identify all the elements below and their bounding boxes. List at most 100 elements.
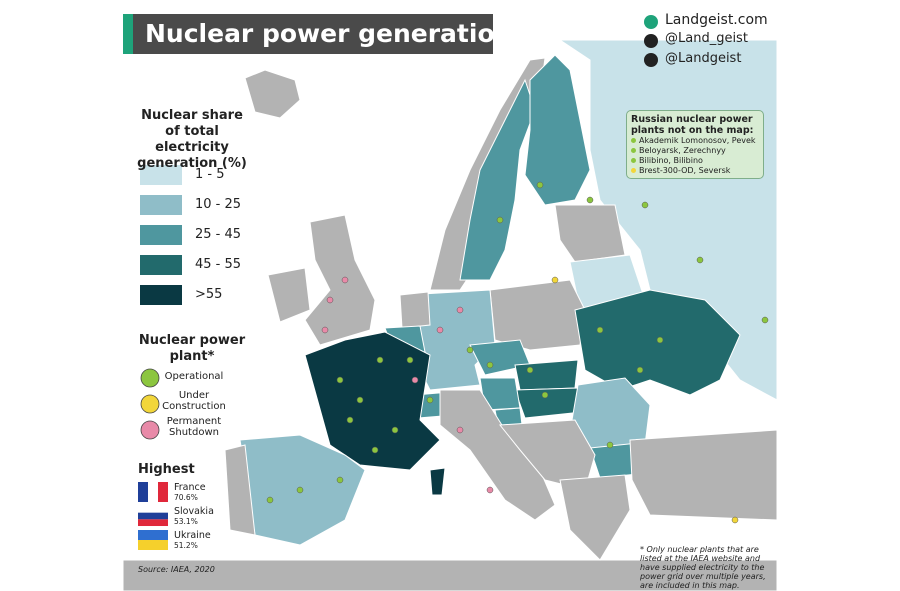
social-icon [644,15,658,29]
legend-label: 45 - 55 [195,257,242,272]
title: Nuclear power generation [145,19,513,48]
plant-dot [376,356,384,364]
plant-dot [696,256,704,264]
instagram: @Land_geist [665,31,748,46]
social-icon [644,34,658,48]
footnote: * Only nuclear plants that are listed at… [640,545,766,590]
plant-dot [326,296,334,304]
russia-item: Brest-300-OD, Seversk [631,166,759,176]
highest-value: 53.1% [174,517,198,526]
russia-item: Beloyarsk, Zerechnyy [631,146,759,156]
plant-dot [466,346,474,354]
country [574,289,741,396]
plant-dot [761,316,769,324]
flag-part [138,540,168,550]
plant-dot [486,486,494,494]
russia-dot [631,158,636,163]
plant-dot [411,376,419,384]
plant-dot [606,441,614,449]
plant-label: Permanent Shutdown [166,416,222,438]
plant-dot [436,326,444,334]
russia-dot [631,168,636,173]
plant-icon [140,420,160,440]
plant-dot [636,366,644,374]
russia-dot [631,138,636,143]
plant-dot [391,426,399,434]
plant-dot [336,476,344,484]
flag-part [138,512,168,520]
country [267,267,311,323]
plant-dot [551,276,559,284]
russia-name: Bilibino, Bilibino [639,156,703,165]
plant-dot [486,361,494,369]
plant-icon [140,394,160,414]
legend-swatch [140,195,182,215]
russia-box-title: Russian nuclear power plants not on the … [631,114,754,136]
highest-value: 51.2% [174,541,198,550]
legend-swatch [140,225,182,245]
country [399,291,431,329]
flag-part [158,482,168,502]
russia-item: Bilibino, Bilibino [631,156,759,166]
legend-swatch [140,165,182,185]
plant-dot [596,326,604,334]
plant-dot [526,366,534,374]
plant-dot [541,391,549,399]
plant-dot [456,306,464,314]
plant-label: Under Construction [162,390,226,412]
legend-label: 10 - 25 [195,197,242,212]
plant-legend-title: Nuclear power plant* [138,333,246,364]
plant-dot [356,396,364,404]
plant-dot [321,326,329,334]
flag-part [138,519,168,527]
russia-name: Brest-300-OD, Seversk [639,166,731,175]
russia-name: Akademik Lomonosov, Pevek [639,136,756,145]
legend-label: >55 [195,287,223,302]
russia-dot [631,148,636,153]
russia-name: Beloyarsk, Zerechnyy [639,146,726,155]
plant-dot [456,426,464,434]
plant-label: Operational [164,371,224,382]
russia-list: Akademik Lomonosov, Pevek Beloyarsk, Zere… [631,136,759,176]
country [514,359,579,391]
legend-label: 1 - 5 [195,167,225,182]
country [559,474,631,561]
russia-item: Akademik Lomonosov, Pevek [631,136,759,146]
country [429,467,446,496]
country [514,387,583,419]
plant-dot [296,486,304,494]
flag-part [148,482,158,502]
plant-dot [371,446,379,454]
plant-dot [586,196,594,204]
plant-icon [140,368,160,388]
legend-swatch [140,255,182,275]
country [489,279,586,351]
country [524,54,591,206]
twitter: @Landgeist [665,51,742,66]
social-icon [644,53,658,67]
plant-dot [341,276,349,284]
legend-label: 25 - 45 [195,227,242,242]
flag-part [138,530,168,540]
plant-dot [426,396,434,404]
legend-swatch [140,285,182,305]
flag-part [138,506,168,513]
country [304,214,376,346]
plant-dot [641,201,649,209]
plant-dot [656,336,664,344]
website: Landgeist.com [665,12,768,28]
plant-dot [731,516,739,524]
plant-dot [266,496,274,504]
russia-box: Russian nuclear power plants not on the … [626,110,764,179]
country [122,559,778,591]
highest-country: Ukraine [174,530,211,541]
highest-title: Highest [138,462,195,477]
plant-dot [406,356,414,364]
plant-dot [346,416,354,424]
plant-dot [536,181,544,189]
country [629,429,778,521]
country [439,389,556,521]
country [244,69,301,119]
